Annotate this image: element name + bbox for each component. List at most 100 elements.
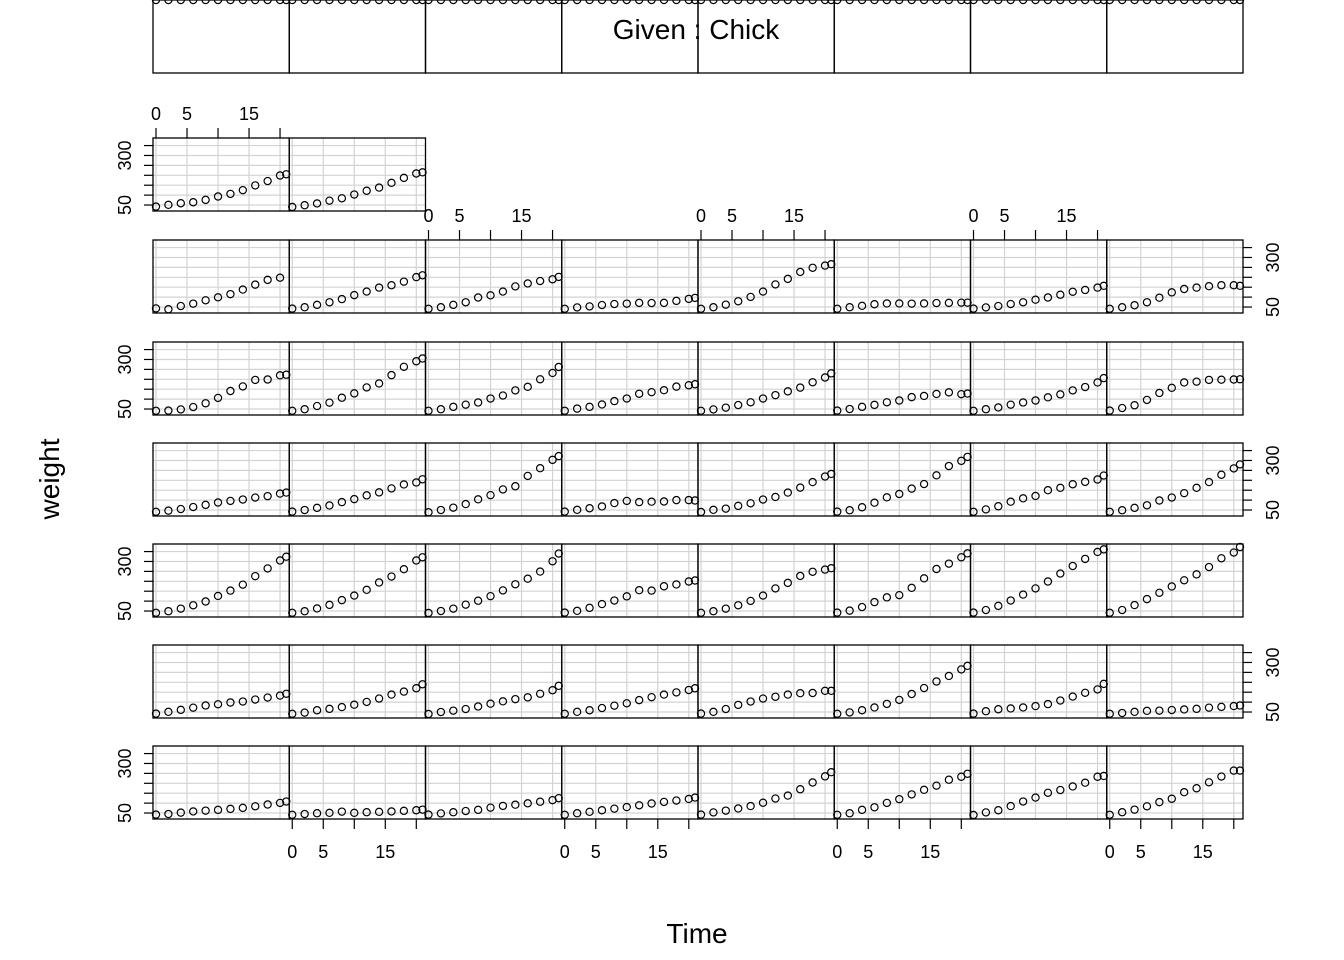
data-point [907, 0, 916, 5]
data-point [337, 0, 347, 5]
data-point [282, 0, 291, 5]
data-point [684, 0, 693, 5]
panel-r0-c1 [288, 137, 427, 212]
panel-r3-c6 [969, 442, 1108, 517]
data-point [1130, 707, 1139, 717]
y-tick-label: 50 [1263, 500, 1283, 520]
x-tick-label: 0 [832, 842, 842, 862]
data-point [226, 0, 235, 5]
data-point [473, 0, 483, 5]
data-point [498, 391, 508, 400]
data-point [275, 556, 285, 565]
data-point [325, 298, 334, 307]
data-point [1192, 0, 1201, 5]
data-point [771, 492, 780, 502]
y-tick-label: 50 [1263, 702, 1283, 722]
data-point [1056, 483, 1065, 493]
data-point [523, 693, 532, 702]
data-point [696, 709, 706, 718]
panel-r7-c1 [288, 0, 427, 74]
data-point [486, 394, 495, 403]
data-point [1130, 0, 1139, 5]
data-point [535, 375, 545, 384]
data-point [634, 497, 644, 507]
data-point [449, 402, 458, 412]
data-point [758, 495, 768, 504]
panel-r1-c7 [1105, 239, 1245, 314]
data-point [684, 794, 693, 804]
y-tick-label: 50 [115, 195, 135, 215]
data-point [387, 0, 396, 5]
data-point [622, 699, 631, 708]
data-point [696, 406, 706, 416]
data-point [1167, 288, 1176, 297]
panel-frame [561, 442, 699, 517]
data-point [201, 399, 210, 408]
data-point [882, 398, 892, 407]
data-point [771, 794, 780, 803]
data-point [1217, 772, 1226, 781]
data-point [796, 267, 805, 277]
data-point [461, 704, 470, 714]
data-point [1204, 0, 1214, 5]
data-point [1192, 570, 1201, 579]
data-point [746, 292, 755, 302]
panel-r2-c6 [969, 341, 1108, 416]
panel-r6-c7 [1105, 745, 1245, 820]
data-point [610, 701, 619, 710]
data-point [1117, 605, 1127, 615]
data-point [957, 553, 966, 562]
data-point [350, 808, 359, 818]
data-point [709, 808, 718, 817]
data-point [796, 483, 805, 492]
data-point [1130, 301, 1139, 310]
data-point [696, 810, 706, 819]
data-point [808, 688, 817, 698]
data-point [511, 580, 520, 589]
data-point [1093, 378, 1102, 387]
data-point [634, 0, 644, 5]
data-point [337, 807, 347, 816]
data-point [449, 706, 458, 715]
data-point [436, 606, 446, 616]
data-point [312, 0, 322, 5]
data-point [758, 694, 768, 703]
data-point [833, 608, 842, 617]
data-point [659, 298, 669, 308]
data-point [833, 0, 842, 5]
data-point [1217, 375, 1226, 384]
data-point [498, 287, 508, 296]
data-point [857, 602, 867, 612]
panel-r2-c4 [696, 341, 836, 416]
panel-r1-c0 [151, 239, 290, 314]
data-point [758, 798, 768, 807]
data-point [486, 490, 495, 500]
data-point [436, 0, 446, 5]
data-point [820, 686, 830, 696]
data-point [548, 557, 557, 566]
data-point [325, 398, 334, 407]
data-point [932, 0, 941, 5]
data-point [436, 505, 446, 515]
data-point [1192, 483, 1201, 493]
data-point [461, 499, 470, 509]
data-point [498, 0, 508, 5]
data-point [1006, 801, 1015, 811]
data-point [895, 299, 904, 308]
data-point [808, 0, 817, 5]
data-point [288, 202, 297, 212]
data-point [399, 173, 409, 183]
panel-frame [561, 644, 699, 719]
panel-frame [561, 341, 699, 416]
x-tick-label: 0 [151, 104, 161, 124]
data-point [362, 287, 371, 296]
data-point [300, 505, 309, 515]
data-point [1031, 491, 1040, 501]
data-point [845, 809, 854, 818]
data-point [1056, 390, 1065, 399]
data-point [238, 803, 248, 813]
data-point [1043, 486, 1053, 495]
data-point [610, 596, 619, 605]
data-point [597, 0, 607, 5]
